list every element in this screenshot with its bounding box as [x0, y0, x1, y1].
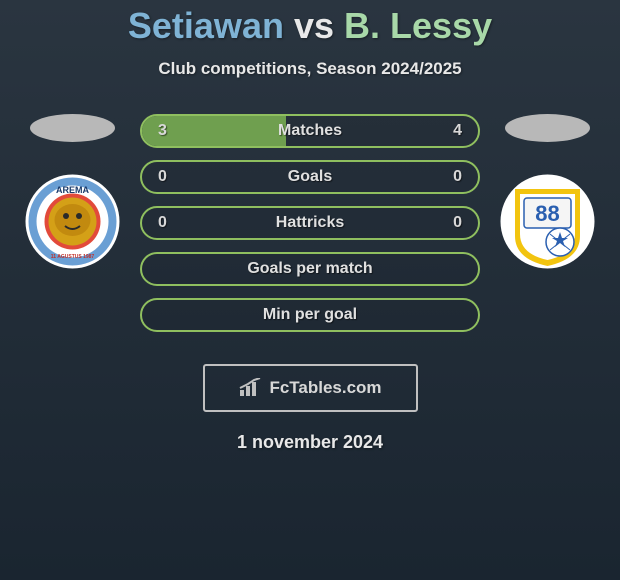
stat-left-value: 3: [158, 122, 167, 140]
page-title: Setiawan vs B. Lessy: [0, 5, 620, 47]
svg-text:88: 88: [535, 201, 559, 226]
stat-left-value: 0: [158, 214, 167, 232]
stat-label: Goals: [288, 168, 332, 186]
player2-silhouette: [505, 114, 590, 142]
player1-name: Setiawan: [128, 5, 284, 46]
player2-column: 88: [495, 114, 600, 269]
watermark: FcTables.com: [203, 364, 418, 412]
subtitle: Club competitions, Season 2024/2025: [0, 59, 620, 79]
stat-row-matches: 3 Matches 4: [140, 114, 480, 148]
svg-text:11 AGUSTUS 1987: 11 AGUSTUS 1987: [51, 254, 95, 260]
footer-date: 1 november 2024: [0, 432, 620, 453]
barito-badge-icon: 88: [500, 174, 595, 269]
stat-right-value: 0: [453, 214, 462, 232]
arema-badge: AREMA 11 AGUSTUS 1987: [25, 174, 120, 269]
stat-label: Min per goal: [263, 306, 357, 324]
stat-label: Matches: [278, 122, 342, 140]
stat-label: Goals per match: [247, 260, 372, 278]
stat-left-value: 0: [158, 168, 167, 186]
watermark-text: FcTables.com: [269, 378, 381, 398]
stat-row-goals: 0 Goals 0: [140, 160, 480, 194]
stat-right-value: 4: [453, 122, 462, 140]
vs-text: vs: [294, 5, 334, 46]
stat-right-value: 0: [453, 168, 462, 186]
stat-row-min-per-goal: Min per goal: [140, 298, 480, 332]
player1-column: AREMA 11 AGUSTUS 1987: [20, 114, 125, 269]
stat-row-goals-per-match: Goals per match: [140, 252, 480, 286]
stats-column: 3 Matches 4 0 Goals 0 0 Hattricks 0 Goals per mat…: [140, 114, 480, 344]
arema-badge-icon: AREMA 11 AGUSTUS 1987: [25, 174, 120, 269]
comparison-card: Setiawan vs B. Lessy Club competitions, …: [0, 0, 620, 453]
chart-icon: [238, 378, 264, 398]
main-row: AREMA 11 AGUSTUS 1987 3 Matches 4 0 Goals 0 0 H…: [0, 114, 620, 344]
svg-text:AREMA: AREMA: [56, 185, 89, 195]
stat-row-hattricks: 0 Hattricks 0: [140, 206, 480, 240]
stat-label: Hattricks: [276, 214, 344, 232]
player1-silhouette: [30, 114, 115, 142]
barito-badge: 88: [500, 174, 595, 269]
player2-name: B. Lessy: [344, 5, 492, 46]
